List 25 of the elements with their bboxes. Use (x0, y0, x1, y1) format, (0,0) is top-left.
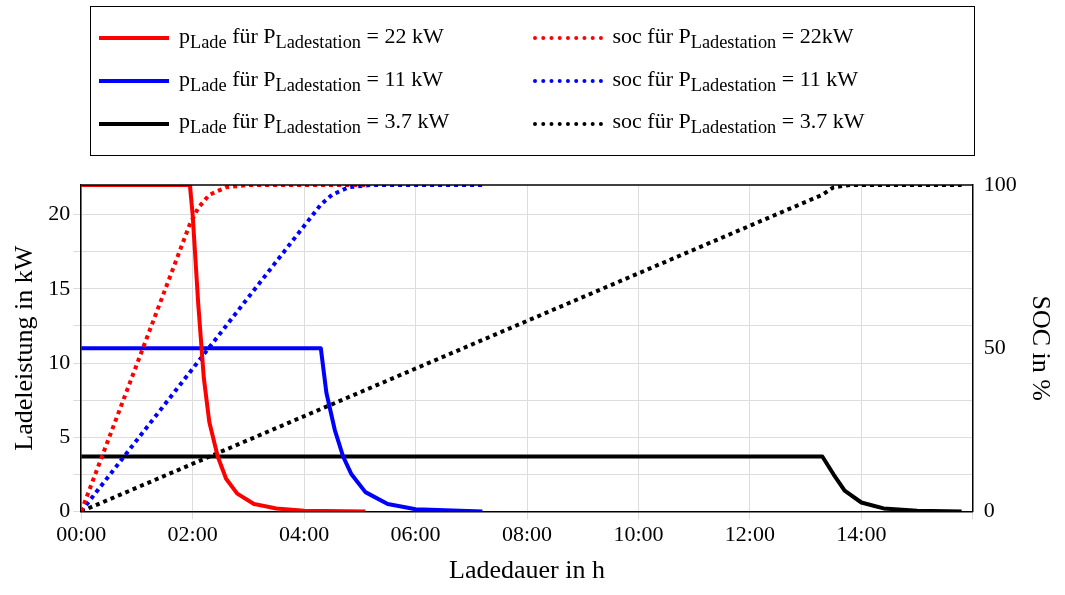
x-tick-label: 02:00 (167, 521, 218, 547)
y2-tick-label: 100 (983, 170, 1017, 196)
x-tick-label: 14:00 (836, 521, 887, 547)
y2-axis-title: SOC in % (1026, 295, 1056, 401)
y-axis-title: Ladeleistung in kW (9, 245, 39, 451)
x-tick-label: 12:00 (724, 521, 775, 547)
y2-tick-label: 0 (983, 497, 995, 523)
y2-tick-label: 50 (983, 333, 1006, 359)
x-tick-label: 08:00 (501, 521, 553, 547)
legend-label: soc für P$_{Ladestation}$ = 11 kW (612, 65, 859, 97)
y-tick-label: 15 (48, 274, 71, 300)
legend-label: soc für P$_{Ladestation}$ = 22kW (612, 23, 854, 54)
legend-label: p$_{Lade}$ für P$_{Ladestation}$ = 11 kW (179, 65, 443, 97)
x-tick-label: 06:00 (390, 521, 441, 547)
y-tick-label: 20 (48, 200, 71, 226)
legend-label: soc für P$_{Ladestation}$ = 3.7 kW (612, 108, 865, 139)
x-tick-label: 04:00 (279, 521, 330, 547)
y-tick-label: 10 (48, 348, 71, 374)
x-tick-label: 10:00 (613, 521, 664, 547)
legend-label: p$_{Lade}$ für P$_{Ladestation}$ = 3.7 kW (179, 108, 450, 139)
y-tick-label: 5 (59, 423, 71, 448)
x-tick-label: 00:00 (56, 521, 107, 547)
x-axis-title: Ladedauer in h (449, 555, 605, 585)
y-tick-label: 0 (59, 497, 71, 523)
legend-label: p$_{Lade}$ für P$_{Ladestation}$ = 22 kW (179, 23, 444, 54)
